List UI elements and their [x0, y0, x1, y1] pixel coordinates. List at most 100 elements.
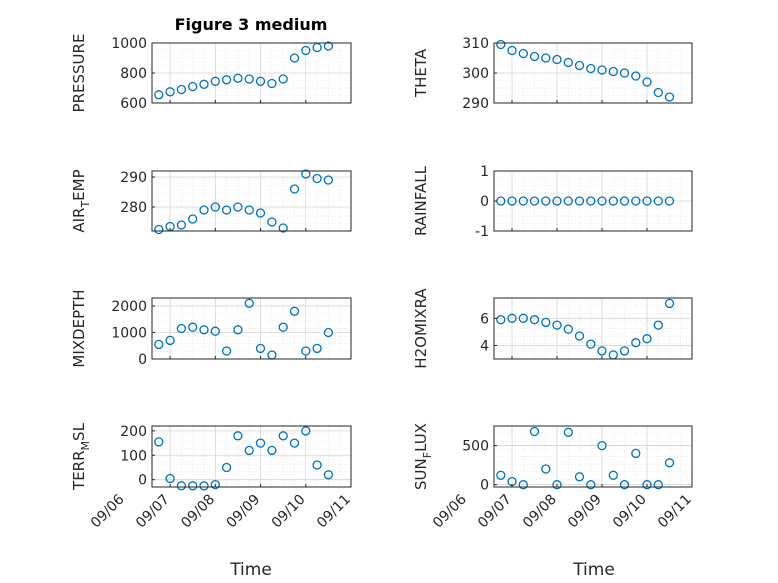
- data-point: [552, 320, 562, 330]
- y-axis-label: AIRTEMP: [70, 169, 92, 232]
- data-point: [154, 339, 164, 350]
- y-tick-label: 100: [120, 448, 147, 464]
- data-point: [619, 68, 630, 78]
- axes-box: [151, 170, 352, 232]
- data-point: [210, 202, 220, 212]
- y-tick-label: 0: [480, 478, 489, 494]
- x-tick-label: 09/07: [133, 492, 173, 532]
- data-point: [608, 470, 618, 480]
- data-point: [323, 41, 334, 51]
- data-point: [642, 196, 652, 206]
- data-point: [323, 327, 334, 338]
- x-tick-label: 09/10: [269, 492, 309, 532]
- series-markers: [496, 298, 675, 360]
- data-point: [574, 196, 585, 206]
- x-tick-label: 09/09: [565, 492, 605, 532]
- data-point: [188, 322, 198, 332]
- data-point: [176, 84, 187, 95]
- data-point: [255, 438, 266, 448]
- data-point: [597, 65, 607, 75]
- data-point: [563, 324, 573, 334]
- data-point: [233, 325, 243, 335]
- y-tick-label: 200: [120, 424, 147, 440]
- data-point: [496, 470, 506, 480]
- x-tick-label: 09/07: [475, 492, 515, 532]
- data-point: [301, 169, 311, 179]
- data-point: [221, 346, 232, 356]
- data-point: [653, 320, 663, 330]
- y-axis-label: RAINFALL: [412, 165, 430, 236]
- data-point: [267, 217, 277, 227]
- data-point: [221, 75, 232, 85]
- data-point: [210, 326, 220, 336]
- series-markers: [496, 196, 675, 206]
- data-point: [289, 184, 300, 194]
- data-point: [518, 480, 528, 490]
- subplot-5: 0 1000 2000 MIXDEPTH: [70, 289, 352, 368]
- data-point: [507, 313, 517, 323]
- data-point: [507, 45, 517, 56]
- y-axis-label: TERRMSL: [70, 422, 92, 491]
- minor-grid: [494, 426, 692, 487]
- data-point: [608, 66, 618, 77]
- data-point: [255, 343, 266, 354]
- data-point: [552, 54, 562, 65]
- y-tick-label: 600: [120, 96, 147, 112]
- subplot-3: 280 290 AIRTEMP: [70, 169, 352, 235]
- data-point: [597, 346, 607, 356]
- y-tick-label: 280: [120, 200, 147, 216]
- data-point: [597, 196, 607, 206]
- data-point: [278, 431, 288, 441]
- y-tick-label: 500: [462, 439, 489, 455]
- data-point: [496, 39, 506, 50]
- data-point: [176, 220, 187, 230]
- y-axis-label: MIXDEPTH: [70, 289, 88, 367]
- axes-box: [151, 297, 352, 360]
- data-point: [631, 196, 641, 206]
- data-point: [301, 346, 311, 356]
- y-tick-label: 1000: [111, 36, 147, 52]
- data-point: [518, 196, 528, 206]
- data-point: [244, 74, 254, 84]
- data-point: [631, 338, 641, 348]
- y-axis-label: PRESSURE: [70, 34, 88, 113]
- x-tick-label: 09/08: [178, 492, 218, 532]
- axes-box: [151, 425, 352, 488]
- x-axis-label-left: Time: [229, 560, 272, 580]
- data-point: [289, 53, 300, 63]
- data-point: [619, 196, 630, 206]
- y-tick-label: -1: [475, 224, 489, 240]
- data-point: [165, 335, 175, 346]
- data-point: [619, 346, 630, 356]
- figure-title: Figure 3 medium: [175, 15, 328, 34]
- y-tick-label: 1000: [111, 325, 147, 341]
- y-tick-label: 1: [480, 164, 489, 180]
- data-point: [552, 480, 562, 490]
- data-point: [664, 298, 675, 309]
- series-markers: [154, 169, 334, 235]
- data-point: [221, 205, 232, 215]
- data-point: [255, 76, 266, 86]
- subplot-8: 0 500 SUNFLUX: [412, 423, 693, 494]
- data-point: [529, 51, 540, 62]
- data-point: [642, 480, 652, 490]
- data-point: [518, 313, 528, 323]
- data-point: [642, 77, 652, 87]
- y-axis-label: H2OMIXRA: [412, 288, 430, 369]
- data-point: [154, 437, 164, 447]
- data-point: [323, 470, 334, 480]
- x-tick-label: 09/08: [520, 492, 560, 532]
- data-point: [323, 175, 334, 185]
- subplot-6: 4 6 H2OMIXRA: [412, 288, 693, 369]
- data-point: [619, 480, 630, 490]
- y-axis-label: SUNFLUX: [412, 423, 434, 490]
- y-tick-label: 290: [462, 96, 489, 112]
- data-point: [221, 462, 232, 473]
- x-tick-label: 09/06: [88, 491, 128, 531]
- data-point: [653, 87, 663, 98]
- data-point: [278, 322, 288, 332]
- data-point: [278, 74, 288, 84]
- series-markers: [496, 39, 675, 102]
- data-point: [199, 205, 209, 215]
